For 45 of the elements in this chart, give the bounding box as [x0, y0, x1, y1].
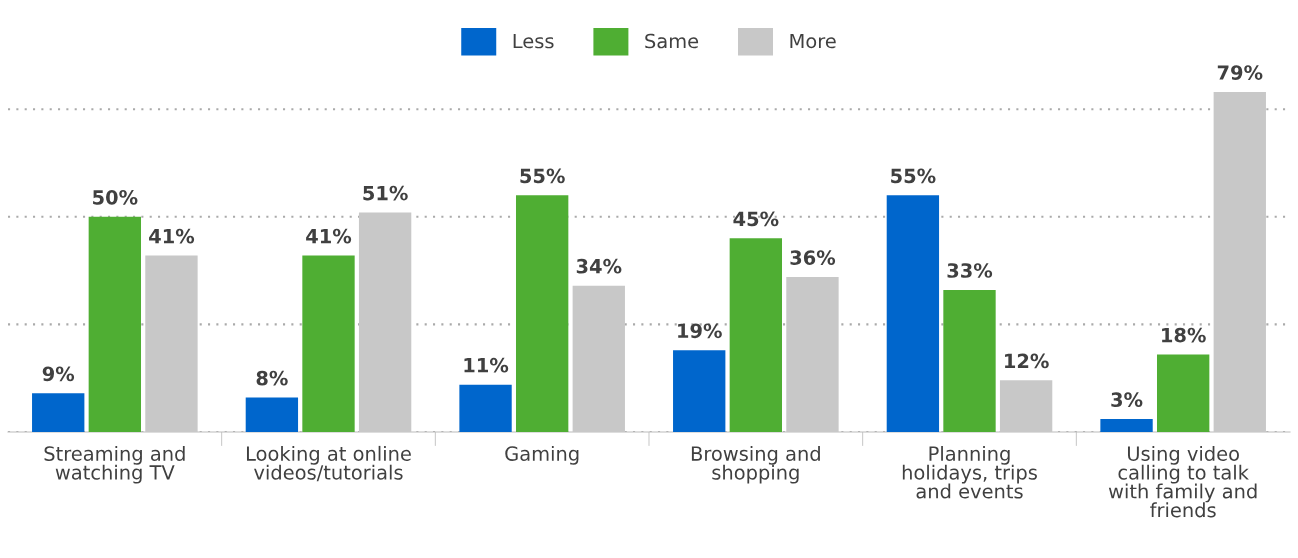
bar: [302, 255, 355, 432]
legend-label: Less: [513, 33, 554, 49]
data-label: 11%: [464, 357, 509, 373]
bar: [515, 195, 569, 432]
bar: [886, 195, 940, 432]
bar: [245, 397, 299, 432]
x-tick-label: Using video calling to talk with family and friends: [1108, 445, 1257, 518]
x-tick-label: Browsing and shopping: [691, 445, 820, 484]
bar: [358, 212, 412, 432]
bar: [729, 238, 783, 432]
bar: [145, 255, 198, 432]
data-label: 50%: [93, 190, 138, 205]
data-label: 45%: [733, 211, 779, 227]
data-label: 9%: [42, 366, 75, 382]
data-label: 19%: [678, 323, 722, 339]
data-label: 36%: [790, 250, 836, 265]
data-label: 41%: [306, 228, 352, 244]
data-label: 12%: [1005, 353, 1049, 369]
data-label: 55%: [891, 168, 936, 184]
bar: [786, 277, 839, 432]
bar: [1156, 354, 1210, 432]
data-label: 79%: [1217, 65, 1263, 80]
data-label: 8%: [256, 370, 288, 386]
bar: [1100, 419, 1153, 432]
bar: [32, 393, 85, 432]
data-label: 55%: [520, 168, 565, 184]
bar: [943, 289, 996, 432]
bar: [572, 285, 625, 432]
bar: [673, 350, 726, 432]
data-label: 33%: [947, 263, 993, 278]
data-label: 3%: [1111, 392, 1143, 407]
x-tick-label: Streaming and watching TV: [44, 445, 185, 484]
x-tick-label: Planning holidays, trips and events: [902, 445, 1037, 499]
bar: [459, 384, 512, 432]
data-label: 18%: [1162, 327, 1206, 343]
x-tick-label: Gaming: [505, 445, 579, 465]
data-label: 51%: [363, 185, 408, 201]
x-tick-label: Looking at online videos/tutorials: [246, 445, 411, 482]
bar: [1213, 92, 1266, 432]
bar: [88, 216, 142, 432]
bar: [999, 380, 1053, 432]
data-label: 41%: [149, 228, 195, 244]
legend-label: More: [790, 33, 836, 49]
legend-label: Same: [645, 33, 699, 49]
data-label: 34%: [576, 258, 622, 274]
